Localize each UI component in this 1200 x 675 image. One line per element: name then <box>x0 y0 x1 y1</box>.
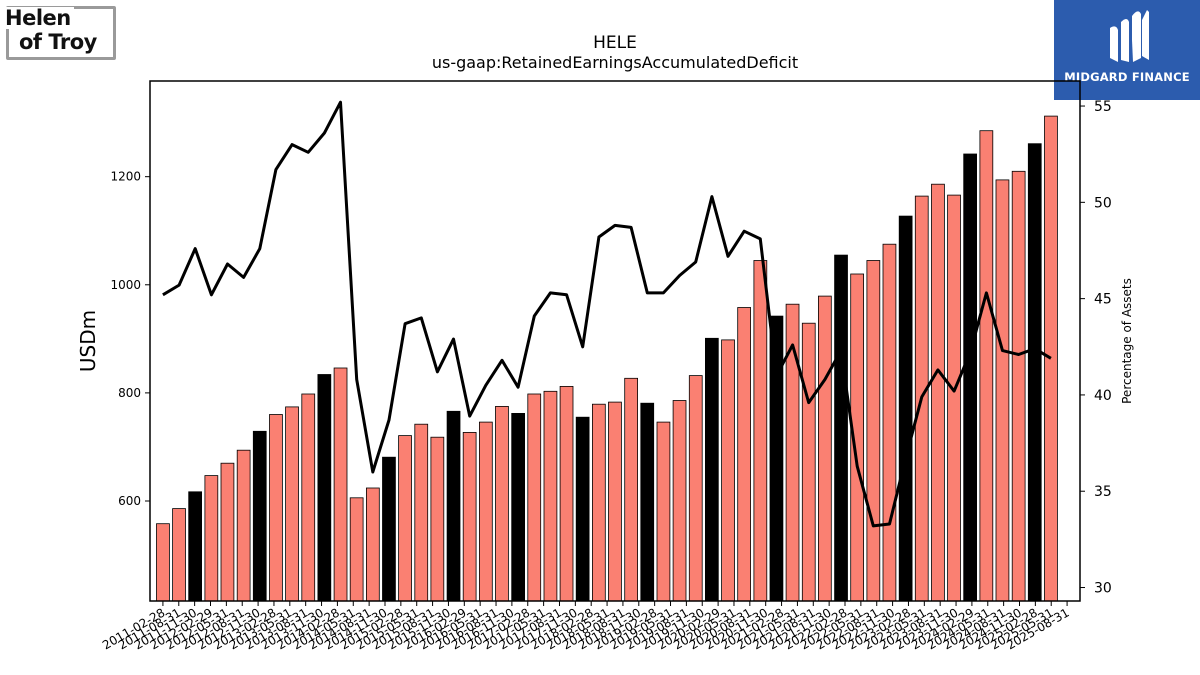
y-tick-label: 1200 <box>110 170 141 184</box>
y-tick-label: 800 <box>118 386 141 400</box>
chart-subtitle: us-gaap:RetainedEarningsAccumulatedDefic… <box>432 53 798 72</box>
bar <box>414 423 429 602</box>
y2-tick-label: 30 <box>1094 581 1112 597</box>
bar <box>172 508 186 602</box>
y-tick-label: 1000 <box>110 278 141 292</box>
bar <box>285 406 299 602</box>
bar <box>898 215 913 602</box>
bar <box>269 414 283 602</box>
y-tick-label: 600 <box>118 494 141 508</box>
bar <box>511 412 526 602</box>
bar <box>1027 143 1042 602</box>
bar <box>737 307 752 602</box>
logo-text-line2: of Troy <box>19 31 100 53</box>
bar <box>317 374 332 602</box>
bar <box>349 497 364 602</box>
brand-name: MIDGARD FINANCE <box>1064 70 1190 84</box>
y2-tick-label: 50 <box>1094 195 1112 211</box>
bar <box>1011 170 1026 602</box>
bar <box>1044 115 1058 602</box>
bar <box>478 421 493 602</box>
bar <box>624 377 639 602</box>
bar <box>430 436 445 602</box>
bar <box>834 254 848 602</box>
plot-frame <box>149 80 1081 602</box>
bar <box>688 375 703 602</box>
midgard-mark-icon <box>1110 10 1149 62</box>
y2-tick-label: 45 <box>1094 292 1112 308</box>
bars-layer <box>156 115 1058 602</box>
bar <box>365 487 380 602</box>
bar <box>640 402 655 602</box>
bar <box>818 295 832 602</box>
bar <box>801 322 816 602</box>
bar <box>979 130 994 602</box>
bar <box>252 430 267 602</box>
bar <box>559 385 574 602</box>
bar <box>156 523 170 602</box>
line-layer <box>162 100 1052 528</box>
bar <box>672 400 687 602</box>
y-axis-label: USDm <box>76 310 100 372</box>
bar <box>963 153 978 602</box>
y2-tick-label: 55 <box>1094 99 1112 115</box>
logo-text-line1: Helen <box>5 7 74 29</box>
helen-of-troy-logo: Helen of Troy <box>5 6 116 60</box>
bar <box>446 410 461 602</box>
bar <box>236 449 251 602</box>
bar <box>543 390 558 602</box>
bar <box>995 179 1010 602</box>
bar <box>495 405 509 602</box>
bar <box>301 393 316 602</box>
bar <box>721 339 735 602</box>
bar <box>462 431 477 602</box>
y2-axis-label: Percentage of Assets <box>1120 278 1134 404</box>
bar <box>769 315 784 602</box>
percentage-line <box>162 100 1052 528</box>
axes-layer: 600800100012003035404550552011-02-282011… <box>100 80 1112 652</box>
bar <box>947 194 961 602</box>
bar <box>204 475 219 602</box>
bar <box>333 367 348 602</box>
y2-tick-label: 40 <box>1094 388 1112 404</box>
chart-title: HELE <box>593 33 637 53</box>
bar <box>527 393 542 602</box>
bar <box>882 243 897 602</box>
y2-tick-label: 35 <box>1094 484 1112 500</box>
midgard-finance-logo: MIDGARD FINANCE <box>1054 0 1200 100</box>
bar <box>608 401 622 602</box>
bar <box>575 416 590 602</box>
bar <box>866 260 881 602</box>
bar <box>398 435 412 602</box>
bar <box>592 403 606 602</box>
bar <box>188 491 202 602</box>
bar <box>656 421 671 602</box>
bar <box>220 462 235 602</box>
bar <box>705 337 719 602</box>
bar <box>931 183 945 602</box>
bar <box>753 260 768 602</box>
bar <box>382 456 396 602</box>
